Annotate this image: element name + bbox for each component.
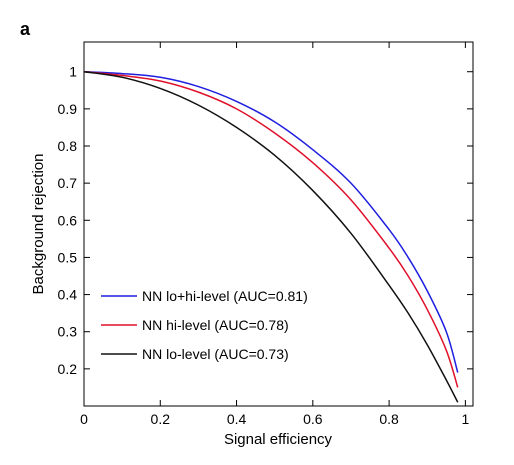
panel-label: a [20,19,31,39]
y-tick-label: 0.4 [58,287,78,303]
legend-label: NN hi-level (AUC=0.78) [142,317,289,333]
series-line-1 [83,70,459,373]
x-tick-label: 0.8 [379,411,399,427]
y-tick-label: 0.5 [58,249,78,265]
series-line-3 [83,70,459,403]
x-tick-label: 1 [461,411,469,427]
y-tick-label: 0.2 [58,361,78,377]
y-axis-ticks: 0.2 0.3 0.4 0.5 0.6 0.7 0.8 0.9 1 [58,64,473,377]
series-lines [83,70,459,403]
x-tick-label: 0.2 [151,411,171,427]
x-axis-ticks: 0 0.2 0.4 0.6 0.8 1 [80,42,469,427]
y-tick-label: 0.9 [58,101,78,117]
y-tick-label: 0.7 [58,175,78,191]
y-tick-label: 1 [69,64,77,80]
y-tick-label: 0.3 [58,324,78,340]
y-tick-label: 0.8 [58,138,78,154]
plot-frame [83,41,474,407]
legend-label: NN lo-level (AUC=0.73) [142,346,289,362]
legend: NN lo+hi-level (AUC=0.81) NN hi-level (AU… [101,288,308,362]
y-axis-title: Background rejection [30,154,47,295]
x-tick-label: 0.6 [303,411,323,427]
legend-label: NN lo+hi-level (AUC=0.81) [142,288,308,304]
series-line-2 [83,70,459,388]
y-tick-label: 0.6 [58,212,78,228]
x-tick-label: 0 [80,411,88,427]
x-axis-title: Signal efficiency [224,431,333,448]
x-tick-label: 0.4 [227,411,247,427]
